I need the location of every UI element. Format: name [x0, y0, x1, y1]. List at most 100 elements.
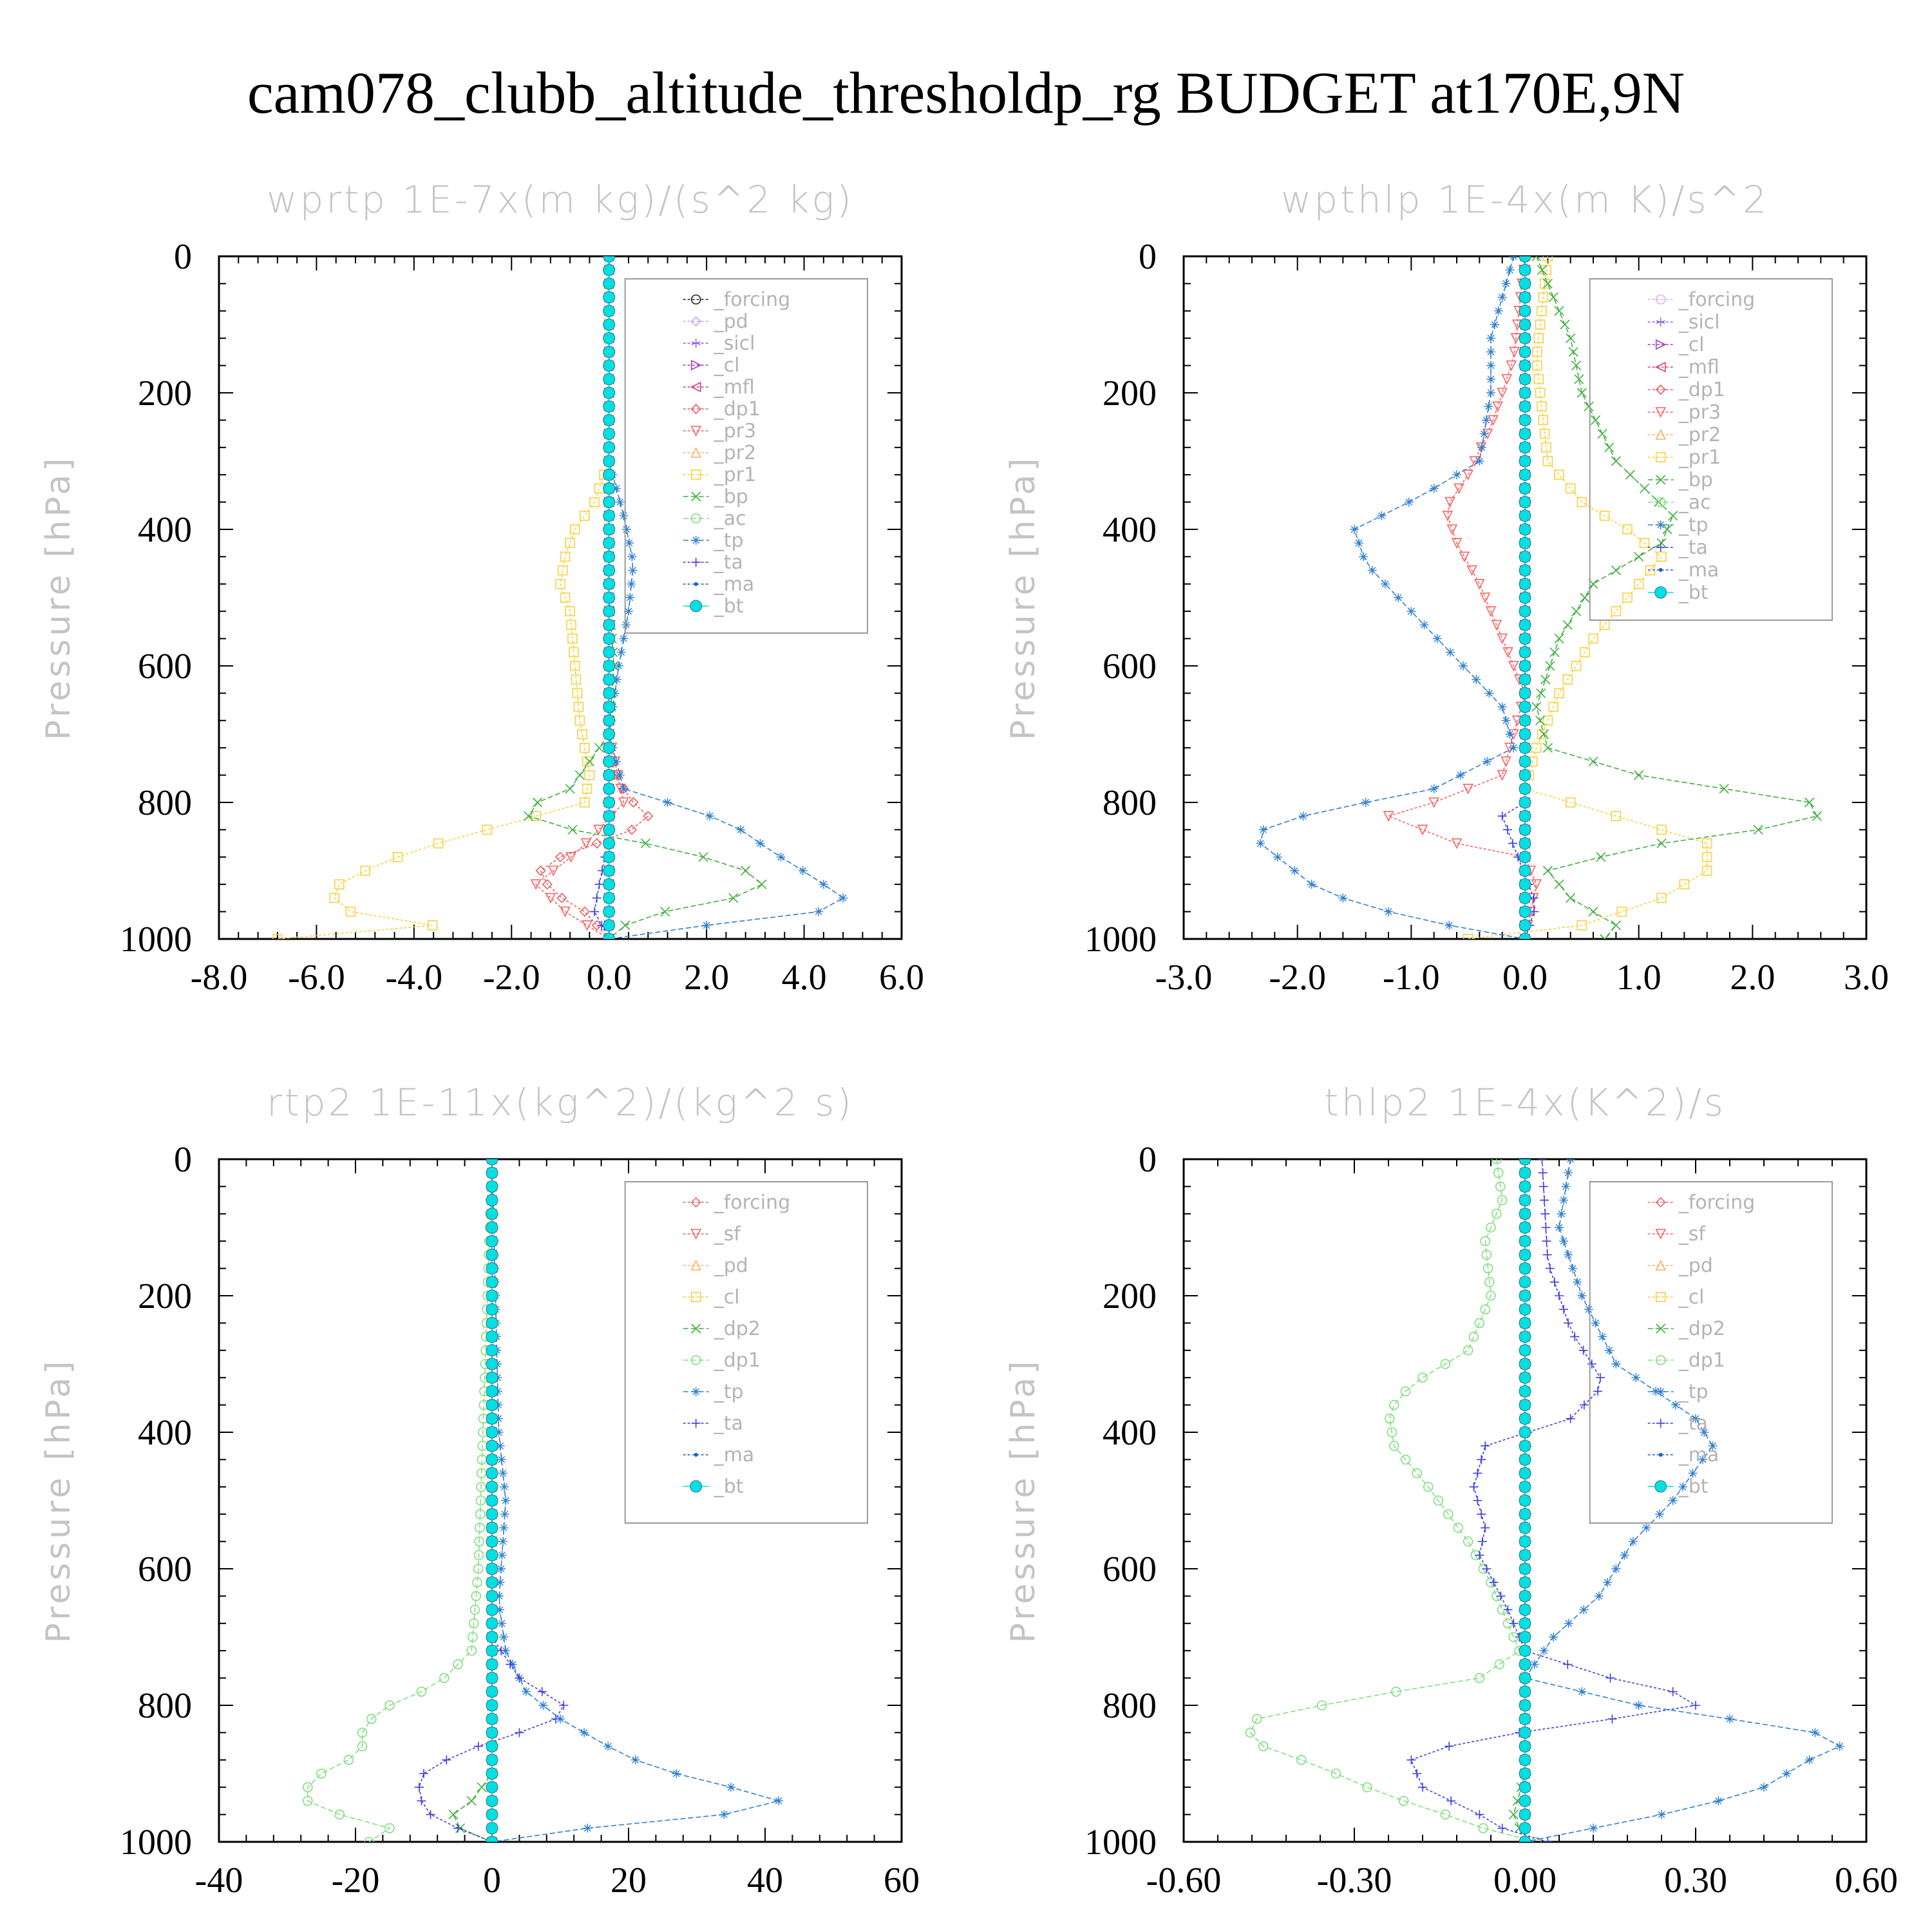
- data-point: [1560, 319, 1570, 330]
- data-point: [486, 1589, 498, 1602]
- data-point: [1579, 647, 1590, 658]
- data-point: [1568, 1264, 1578, 1273]
- data-point: [774, 1796, 784, 1806]
- data-point: [603, 291, 616, 304]
- data-point: [1542, 278, 1553, 289]
- data-point: [1701, 866, 1712, 876]
- data-point: [612, 675, 621, 685]
- legend-marker: [691, 1323, 701, 1334]
- data-point: [473, 1741, 483, 1751]
- data-point: [1258, 1741, 1269, 1752]
- data-point: [1484, 402, 1493, 412]
- plot-area: [272, 256, 848, 939]
- data-point: [1519, 1159, 1531, 1166]
- data-point: [1509, 743, 1519, 753]
- data-point: [1579, 1400, 1589, 1410]
- legend-entry-label: _mfl: [1678, 356, 1719, 379]
- data-point: [500, 1482, 509, 1492]
- data-point: [316, 1768, 327, 1779]
- data-point: [1519, 1644, 1531, 1657]
- data-point: [1486, 374, 1495, 384]
- series_tp: [1520, 1159, 1844, 1842]
- data-point: [1463, 934, 1473, 939]
- data-point: [1725, 1714, 1734, 1724]
- legend-marker: [691, 536, 701, 545]
- data-point: [486, 1289, 498, 1302]
- data-point: [486, 1426, 498, 1439]
- data-point: [1481, 415, 1491, 425]
- data-point: [1519, 1576, 1531, 1589]
- data-point: [1331, 1768, 1341, 1779]
- data-point: [603, 496, 616, 509]
- series_bt: [603, 256, 616, 939]
- data-point: [619, 511, 629, 520]
- data-point: [584, 770, 595, 781]
- data-point: [603, 318, 616, 331]
- data-point: [741, 866, 751, 876]
- y-axis-label: Pressure [hPa]: [39, 455, 78, 741]
- data-point: [1519, 1289, 1531, 1302]
- data-point: [1611, 920, 1621, 931]
- legend-marker: [1655, 384, 1666, 395]
- data-point: [660, 907, 670, 917]
- data-point: [569, 661, 580, 671]
- data-point: [1628, 1537, 1638, 1546]
- legend-entry-label: _sicl: [714, 332, 755, 355]
- legend-marker: [1656, 1323, 1666, 1334]
- data-point: [1519, 386, 1531, 399]
- legend-entry-label: _pr2: [1678, 424, 1721, 446]
- data-point: [1519, 782, 1531, 795]
- data-point: [569, 524, 580, 535]
- data-point: [515, 1673, 524, 1683]
- data-point: [1519, 646, 1531, 659]
- data-point: [1442, 510, 1454, 522]
- data-point: [477, 1782, 487, 1792]
- legend-entry-label: _mfl: [714, 376, 755, 399]
- data-point: [1620, 1550, 1629, 1560]
- data-point: [1519, 1303, 1531, 1316]
- chart-panel-4: thlp2 1E-4x(K^2)/s Pressure [hPa] -0.60 -0.…: [1004, 1081, 1898, 1900]
- data-point: [433, 838, 444, 849]
- data-point: [1519, 1589, 1531, 1602]
- data-point: [1519, 687, 1531, 699]
- data-point: [535, 865, 546, 876]
- data-point: [384, 1823, 395, 1833]
- y-tick-label: 600: [1103, 647, 1157, 687]
- data-point: [1535, 319, 1546, 330]
- data-point: [1570, 1332, 1580, 1341]
- data-point: [1412, 1468, 1422, 1479]
- data-point: [614, 661, 623, 670]
- series-line: [1249, 1159, 1537, 1842]
- panel-title: thlp2 1E-4x(K^2)/s: [1324, 1081, 1726, 1124]
- data-point: [1519, 701, 1531, 714]
- data-point: [1361, 798, 1370, 807]
- data-point: [603, 728, 616, 741]
- data-point: [486, 1439, 498, 1452]
- data-point: [1417, 824, 1428, 836]
- data-point: [1384, 907, 1393, 916]
- data-point: [1446, 1796, 1456, 1806]
- legend-marker: [691, 558, 701, 567]
- data-point: [1634, 1701, 1643, 1710]
- data-point: [1600, 934, 1610, 939]
- data-point: [1566, 1414, 1575, 1423]
- chart-panel-3: rtp2 1E-11x(kg^2)/(kg^2 s) Pressure [hPa]…: [39, 1081, 920, 1900]
- data-point: [726, 1783, 735, 1792]
- data-point: [1273, 852, 1282, 862]
- data-point: [603, 878, 616, 891]
- data-point: [1429, 784, 1439, 793]
- legend-entry-label: _pr1: [1678, 446, 1721, 469]
- data-point: [1540, 674, 1551, 685]
- legend-marker: [1656, 475, 1666, 485]
- data-point: [486, 1235, 498, 1247]
- data-point: [1542, 743, 1553, 753]
- x-tick-label: -0.60: [1146, 1861, 1222, 1900]
- data-point: [1519, 905, 1531, 918]
- data-point: [1577, 388, 1587, 398]
- data-point: [416, 1687, 427, 1697]
- data-point: [603, 837, 616, 850]
- data-point: [1655, 1510, 1665, 1519]
- legend-entry-label: _bt: [1678, 1475, 1709, 1498]
- data-point: [757, 879, 767, 889]
